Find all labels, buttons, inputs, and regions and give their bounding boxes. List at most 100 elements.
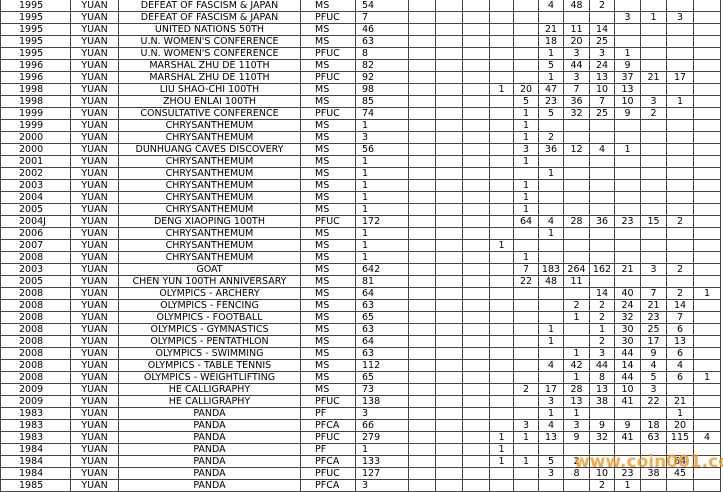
table-cell: 36 bbox=[589, 215, 615, 228]
table-cell: 4 bbox=[640, 359, 667, 372]
table-cell: 18 bbox=[640, 419, 667, 432]
table-cell: 40 bbox=[614, 287, 641, 300]
table-cell bbox=[462, 395, 490, 408]
table-row: 2001 YUAN CHRYSANTHEMUM MS 1 1 bbox=[0, 155, 721, 168]
table-row: 2008 YUAN OLYMPICS - WEIGHTLIFTING MS 65 1 8 44… bbox=[0, 371, 721, 384]
table-cell: 13 bbox=[563, 395, 590, 408]
table-cell bbox=[614, 0, 641, 12]
table-cell: 1 bbox=[355, 227, 409, 240]
table-cell: 6 bbox=[666, 347, 694, 360]
table-cell: 1983 bbox=[0, 431, 71, 444]
table-cell bbox=[408, 239, 436, 252]
table-cell bbox=[489, 59, 514, 72]
table-cell bbox=[435, 23, 463, 36]
table-cell bbox=[666, 59, 694, 72]
table-cell: 74 bbox=[355, 107, 409, 120]
table-cell bbox=[435, 455, 463, 468]
table-row: 1984 YUAN PANDA PFCA 133 1 1 5 2 64 bbox=[0, 455, 721, 468]
table-cell: YUAN bbox=[70, 359, 119, 372]
table-cell bbox=[408, 107, 436, 120]
table-row: 2009 YUAN HE CALLIGRAPHY PFUC 138 3 13 38 41 22 21 bbox=[0, 395, 721, 408]
table-cell bbox=[489, 299, 514, 312]
table-cell bbox=[666, 155, 694, 168]
table-cell bbox=[640, 35, 667, 48]
table-cell bbox=[538, 371, 564, 384]
table-cell: 3 bbox=[355, 479, 409, 492]
table-cell bbox=[489, 107, 514, 120]
table-cell: 7 bbox=[513, 263, 539, 276]
table-cell bbox=[589, 191, 615, 204]
table-cell bbox=[408, 143, 436, 156]
table-cell bbox=[693, 299, 721, 312]
table-cell bbox=[435, 11, 463, 24]
table-cell: 2008 bbox=[0, 251, 71, 264]
table-cell bbox=[513, 71, 539, 84]
table-cell: 2 bbox=[666, 215, 694, 228]
table-cell bbox=[462, 443, 490, 456]
table-cell: PANDA bbox=[118, 479, 301, 492]
table-cell bbox=[435, 119, 463, 132]
table-cell bbox=[513, 47, 539, 60]
table-row: 2004 YUAN CHRYSANTHEMUM MS 1 1 bbox=[0, 191, 721, 204]
table-cell bbox=[563, 167, 590, 180]
table-cell: 85 bbox=[355, 95, 409, 108]
table-cell bbox=[513, 227, 539, 240]
table-cell bbox=[513, 299, 539, 312]
table-row: 1995 YUAN DEFEAT OF FASCISM & JAPAN PFUC 7 3 1… bbox=[0, 11, 721, 24]
table-cell: 3 bbox=[538, 467, 564, 480]
table-cell: 92 bbox=[355, 71, 409, 84]
table-cell: 642 bbox=[355, 263, 409, 276]
table-cell bbox=[489, 335, 514, 348]
table-cell bbox=[489, 143, 514, 156]
table-cell: 127 bbox=[355, 467, 409, 480]
table-cell bbox=[462, 275, 490, 288]
table-cell bbox=[513, 0, 539, 12]
table-cell: 2008 bbox=[0, 347, 71, 360]
table-cell: PANDA bbox=[118, 455, 301, 468]
table-cell: 3 bbox=[355, 131, 409, 144]
table-row: 1995 YUAN DEFEAT OF FASCISM & JAPAN MS 54 4 48… bbox=[0, 0, 721, 12]
table-row: 2006 YUAN CHRYSANTHEMUM MS 1 1 bbox=[0, 227, 721, 240]
table-cell bbox=[435, 155, 463, 168]
table-cell bbox=[538, 443, 564, 456]
table-cell bbox=[408, 251, 436, 264]
table-cell: 48 bbox=[538, 275, 564, 288]
table-cell: YUAN bbox=[70, 203, 119, 216]
table-cell bbox=[435, 335, 463, 348]
table-cell: 3 bbox=[614, 11, 641, 24]
table-cell: MS bbox=[300, 251, 356, 264]
table-cell bbox=[489, 275, 514, 288]
table-cell bbox=[513, 287, 539, 300]
table-cell: 17 bbox=[538, 383, 564, 396]
table-row: 1999 YUAN CHRYSANTHEMUM MS 1 1 bbox=[0, 119, 721, 132]
table-cell: 32 bbox=[614, 311, 641, 324]
table-cell bbox=[408, 215, 436, 228]
table-cell bbox=[693, 119, 721, 132]
table-cell bbox=[462, 251, 490, 264]
table-cell: 7 bbox=[355, 11, 409, 24]
table-cell: YUAN bbox=[70, 71, 119, 84]
table-cell: 21 bbox=[614, 263, 641, 276]
table-cell: 63 bbox=[640, 431, 667, 444]
table-cell: 1 bbox=[513, 191, 539, 204]
table-cell: MS bbox=[300, 0, 356, 12]
table-cell bbox=[693, 347, 721, 360]
table-cell bbox=[489, 191, 514, 204]
table-cell bbox=[435, 167, 463, 180]
table-cell: 25 bbox=[589, 107, 615, 120]
table-cell bbox=[489, 287, 514, 300]
table-cell: 20 bbox=[563, 35, 590, 48]
table-cell: 13 bbox=[589, 383, 615, 396]
table-cell bbox=[408, 275, 436, 288]
table-cell: 32 bbox=[589, 431, 615, 444]
table-cell bbox=[513, 479, 539, 492]
table-cell bbox=[435, 419, 463, 432]
table-cell bbox=[462, 455, 490, 468]
table-cell: PF bbox=[300, 443, 356, 456]
table-cell: YUAN bbox=[70, 323, 119, 336]
watermark: www.coin001.com bbox=[574, 452, 723, 472]
table-cell bbox=[435, 395, 463, 408]
table-cell: CONSULTATIVE CONFERENCE bbox=[118, 107, 301, 120]
table-cell bbox=[435, 251, 463, 264]
